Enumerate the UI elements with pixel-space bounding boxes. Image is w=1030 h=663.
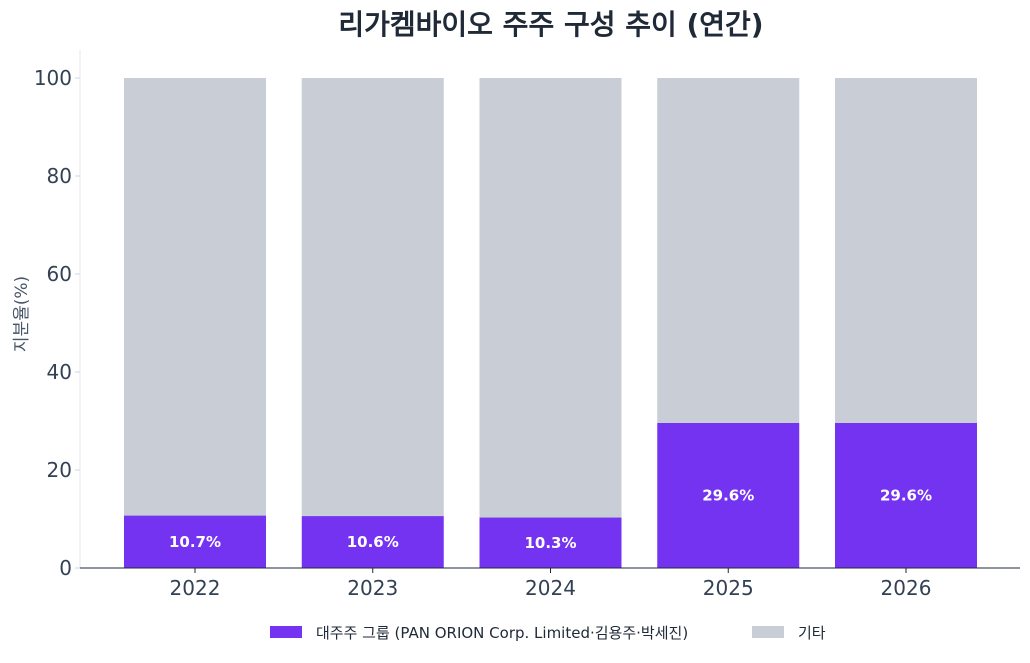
y-tick-label-20: 20 — [47, 458, 72, 482]
x-tick-label-2025: 2025 — [703, 576, 754, 600]
x-tick-label-2023: 2023 — [347, 576, 398, 600]
bar-other-2024 — [479, 78, 622, 518]
data-label-2023: 10.6% — [347, 533, 399, 551]
y-tick-label-40: 40 — [47, 360, 72, 384]
x-tick-label-2026: 2026 — [881, 576, 932, 600]
legend-label-major: 대주주 그룹 (PAN ORION Corp. Limited·김용주·박세진) — [316, 624, 688, 642]
bar-other-2025 — [657, 78, 800, 423]
x-tick-label-2024: 2024 — [525, 576, 576, 600]
data-label-2026: 29.6% — [880, 486, 932, 504]
bar-major-2023 — [301, 516, 444, 568]
bar-major-2022 — [124, 515, 266, 568]
bar-major-2025 — [657, 422, 800, 568]
x-ticks-group: 2022 2023 2024 2025 2026 — [170, 568, 932, 600]
legend-swatch-other — [752, 626, 784, 638]
bar-other-2023 — [301, 78, 444, 517]
x-tick-label-2022: 2022 — [170, 576, 221, 600]
y-tick-label-80: 80 — [47, 164, 72, 188]
bar-major-2026 — [835, 422, 977, 568]
y-ticks-group: 0 20 40 60 80 100 — [34, 66, 80, 580]
data-label-2022: 10.7% — [169, 533, 221, 551]
data-labels-group: 10.7% 10.6% 10.3% 29.6% 29.6% — [169, 486, 932, 551]
data-label-2024: 10.3% — [524, 534, 576, 552]
legend-label-other: 기타 — [798, 624, 826, 642]
legend: 대주주 그룹 (PAN ORION Corp. Limited·김용주·박세진)… — [270, 624, 826, 642]
chart-title: 리가켐바이오 주주 구성 추이 (연간) — [338, 8, 763, 41]
data-label-2025: 29.6% — [702, 486, 754, 504]
y-tick-label-0: 0 — [59, 556, 72, 580]
y-axis-label: 지분율(%) — [12, 276, 32, 352]
legend-swatch-major — [270, 626, 302, 638]
bar-major-2024 — [479, 517, 622, 568]
bar-other-2026 — [835, 78, 977, 423]
y-tick-label-60: 60 — [47, 262, 72, 286]
y-tick-label-100: 100 — [34, 66, 72, 90]
bar-other-2022 — [124, 78, 266, 516]
bars-group — [124, 78, 977, 568]
